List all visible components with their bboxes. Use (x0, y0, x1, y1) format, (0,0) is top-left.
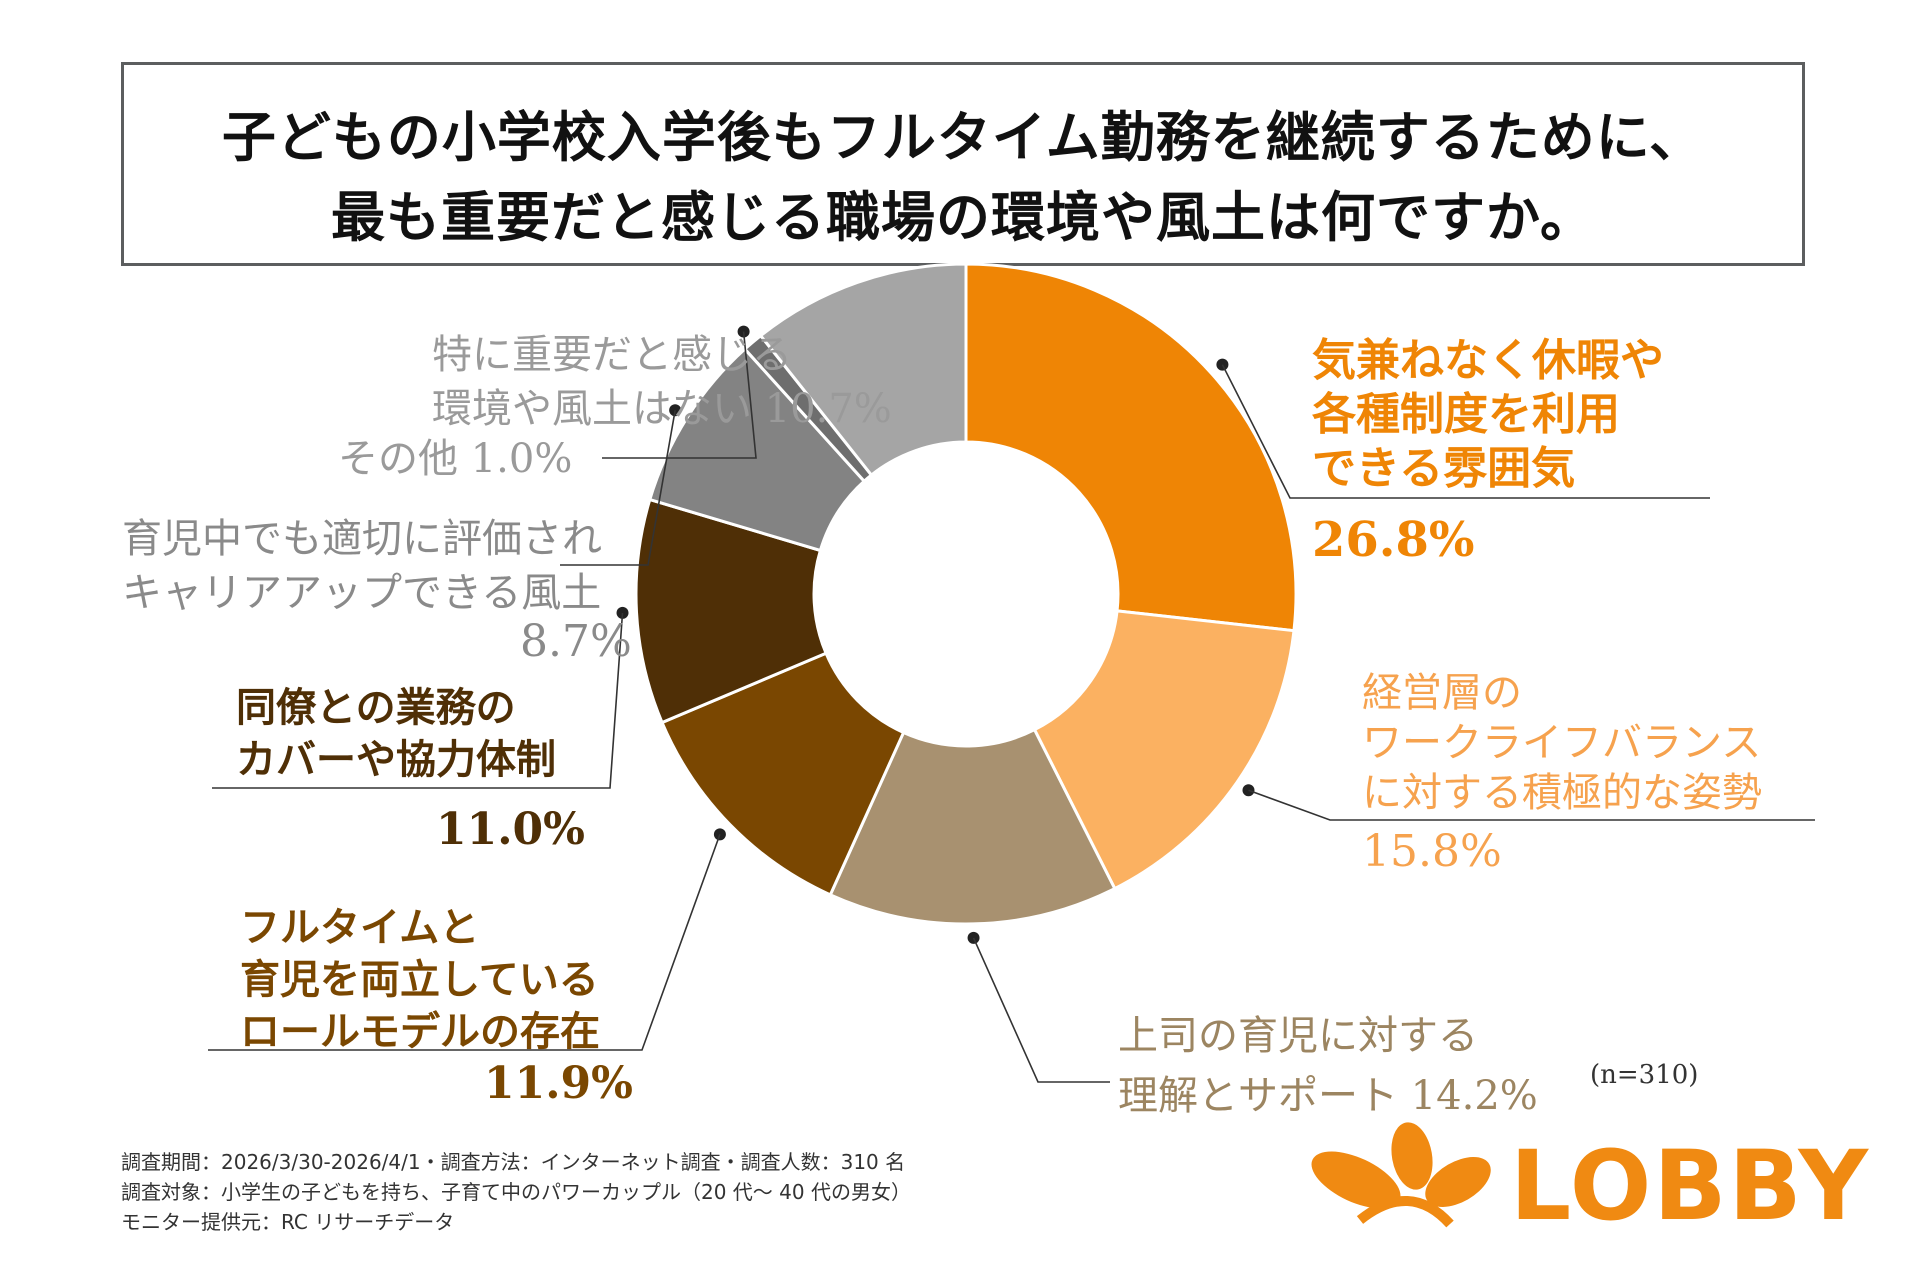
footnote-monitor-source: モニター提供元：RC リサーチデータ (121, 1210, 455, 1234)
label-slice-7-line-2: 環境や風土はない 10.7% (432, 386, 892, 432)
leader-line-0 (1221, 364, 1710, 499)
label-slice-6-line-1: その他 1.0% (338, 436, 573, 482)
leader-line-1 (1248, 789, 1815, 821)
label-slice-3-line-3: ロールモデルの存在 (240, 1008, 600, 1055)
donut-slice-7 (758, 262, 968, 478)
leader-line-3 (208, 834, 721, 1051)
label-slice-0: 気兼ねなく休暇や 各種制度を利用 できる雰囲気 (1312, 334, 1664, 496)
label-slice-2-line-2: 理解とサポート 14.2% (1118, 1073, 1538, 1119)
donut-slice-3 (660, 651, 906, 897)
leader-line-4 (212, 612, 624, 789)
label-slice-4-line-2: カバーや協力体制 (236, 736, 556, 783)
title-line-2: 最も重要だと感じる職場の環境や風土は何ですか。 (331, 185, 1595, 249)
donut-slice-4 (634, 497, 828, 725)
donut-slice-1 (1032, 609, 1296, 891)
value-slice-5: 8.7% (520, 616, 632, 667)
label-slice-2: 上司の育児に対する 理解とサポート 14.2% (1118, 1006, 1538, 1126)
label-slice-1: 経営層の ワークライフバランス に対する積極的な姿勢 (1362, 668, 1762, 818)
leaf-flower-icon (1311, 1122, 1491, 1228)
label-slice-3-line-1: フルタイムと (240, 904, 480, 951)
label-slice-3-line-2: 育児を両立している (240, 956, 599, 1003)
donut-slice-0 (964, 262, 1298, 633)
label-slice-5-line-2: キャリアアップできる風土 (122, 570, 602, 616)
value-slice-3: 11.9% (484, 1058, 633, 1109)
value-slice-0: 26.8% (1312, 512, 1475, 568)
leader-line-5 (560, 410, 676, 566)
label-slice-1-line-3: に対する積極的な姿勢 (1362, 770, 1762, 816)
brand-logo-text: LOBBY (1510, 1130, 1870, 1242)
value-slice-4: 11.0% (436, 804, 585, 855)
label-slice-1-line-1: 経営層の (1362, 670, 1522, 716)
value-slice-1: 15.8% (1362, 826, 1502, 877)
title-line-1: 子どもの小学校入学後もフルタイム勤務を継続するために、 (221, 105, 1705, 169)
footnote-survey-target: 調査対象：小学生の子どもを持ち、子育て中のパワーカップル（20 代～ 40 代の… (121, 1180, 911, 1204)
label-slice-5: 育児中でも適切に評価され キャリアアップできる風土 (122, 512, 602, 620)
label-slice-4-line-1: 同僚との業務の (236, 684, 516, 731)
footnote-survey-period: 調査期間：2026/3/30-2026/4/1・調査方法：インターネット調査・調… (121, 1150, 906, 1174)
donut-slice-2 (828, 727, 1117, 926)
leader-line-6 (602, 331, 757, 459)
label-slice-1-line-2: ワークライフバランス (1362, 720, 1762, 766)
label-slice-3: フルタイムと 育児を両立している ロールモデルの存在 (240, 902, 600, 1058)
label-slice-0-line-1: 気兼ねなく休暇や (1312, 335, 1664, 386)
label-slice-7: 特に重要だと感じる 環境や風土はない 10.7% (432, 328, 892, 436)
leader-line-2 (972, 937, 1110, 1083)
label-slice-7-line-1: 特に重要だと感じる (432, 332, 792, 378)
label-slice-0-line-2: 各種制度を利用 (1312, 389, 1620, 440)
title-box: 子どもの小学校入学後もフルタイム勤務を継続するために、 最も重要だと感じる職場の… (121, 62, 1805, 266)
label-slice-5-line-1: 育児中でも適切に評価され (122, 516, 602, 562)
label-slice-4: 同僚との業務の カバーや協力体制 (236, 682, 556, 786)
sample-size-note: (n=310) (1590, 1060, 1699, 1090)
label-slice-2-line-1: 上司の育児に対する (1118, 1013, 1478, 1059)
label-slice-6: その他 1.0% (338, 434, 572, 484)
label-slice-0-line-3: できる雰囲気 (1312, 443, 1576, 494)
